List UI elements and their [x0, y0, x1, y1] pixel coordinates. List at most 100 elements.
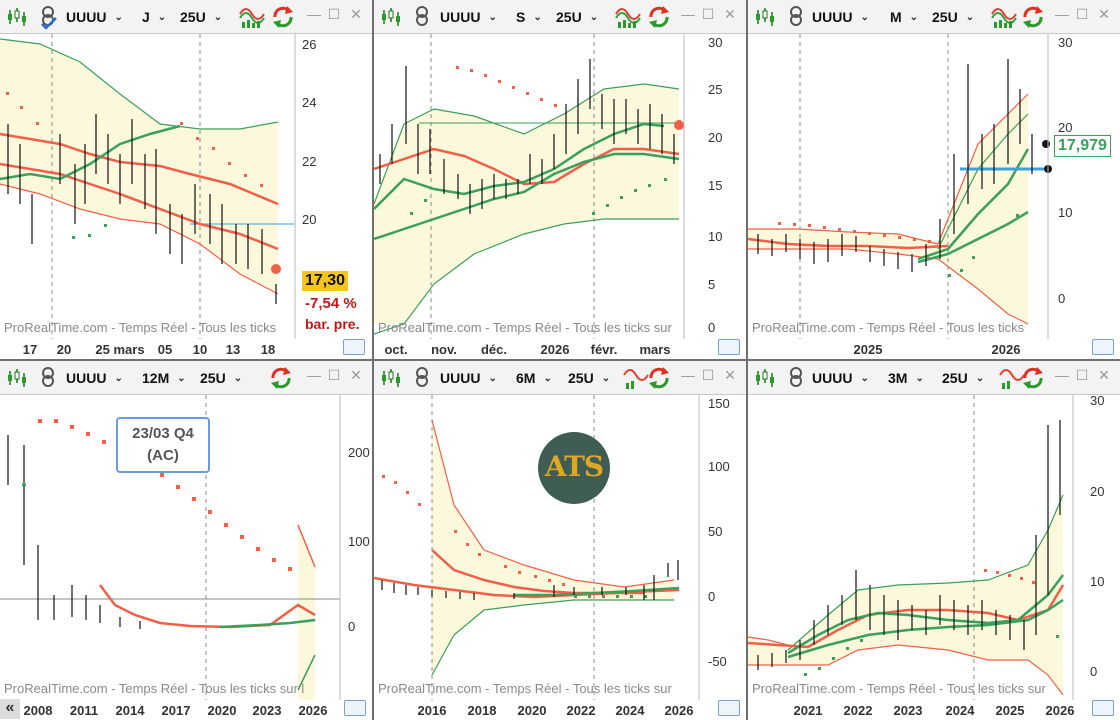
indicators-icon[interactable] [238, 4, 266, 30]
units-dropdown[interactable]: 25U ⌄ [932, 9, 975, 25]
y-axis-label: 10 [1058, 205, 1073, 220]
period-dropdown[interactable]: J ⌄ [142, 9, 167, 25]
price-tag: 17,30 [302, 271, 349, 291]
x-axis-label: mars [639, 342, 671, 357]
chart-panel-monthly: UUUU ⌄ M ⌄ 25U ⌄ — ☐ ✕ [748, 0, 1120, 359]
candlestick-icon[interactable] [4, 4, 32, 30]
y-axis-label: 25 [708, 82, 723, 97]
indicators-icon[interactable] [998, 365, 1026, 391]
y-axis-label: 0 [1090, 664, 1098, 679]
link-chain-icon[interactable] [784, 365, 812, 391]
price-chart[interactable] [0, 34, 372, 339]
y-axis-label: 50 [708, 524, 723, 539]
y-axis-label: 20 [708, 130, 723, 145]
units-dropdown[interactable]: 25U ⌄ [568, 370, 611, 386]
indicators-icon[interactable] [614, 4, 642, 30]
x-axis-label: févr. [590, 342, 618, 357]
earnings-note[interactable]: 23/03 Q4 (AC) [116, 417, 210, 473]
refresh-icon[interactable] [268, 365, 296, 391]
minimize-button[interactable]: — [1055, 367, 1069, 383]
price-chart[interactable] [374, 395, 746, 700]
note-line: 23/03 Q4 [132, 425, 194, 442]
refresh-icon[interactable] [270, 4, 298, 30]
maximize-button[interactable]: ☐ [327, 367, 341, 383]
x-axis-label: 20 [56, 342, 72, 357]
period-dropdown[interactable]: 3M ⌄ [888, 370, 924, 386]
link-chain-icon[interactable] [784, 4, 812, 30]
maximize-button[interactable]: ☐ [1075, 367, 1089, 383]
close-button[interactable]: ✕ [724, 6, 736, 22]
close-button[interactable]: ✕ [350, 6, 362, 22]
close-button[interactable]: ✕ [1098, 367, 1110, 383]
units-dropdown[interactable]: 25U ⌄ [556, 9, 599, 25]
last-sar-dot [674, 120, 684, 130]
close-button[interactable]: ✕ [350, 367, 362, 383]
maximize-button[interactable]: ☐ [327, 6, 341, 22]
candlestick-icon[interactable] [4, 365, 32, 391]
last-sar-dot [271, 264, 281, 274]
period-dropdown[interactable]: M ⌄ [890, 9, 919, 25]
indicators-icon[interactable] [622, 365, 650, 391]
symbol-dropdown[interactable]: UUUU ⌄ [66, 370, 123, 386]
x-axis: 2016 2018 2020 2022 2024 2026 [374, 700, 746, 720]
minimize-button[interactable]: — [681, 367, 695, 383]
close-button[interactable]: ✕ [1098, 6, 1110, 22]
symbol-dropdown[interactable]: UUUU ⌄ [66, 9, 123, 25]
period-dropdown[interactable]: S ⌄ [516, 9, 542, 25]
y-axis-label: 20 [1090, 484, 1105, 499]
ma-green [219, 618, 316, 629]
refresh-icon[interactable] [646, 4, 674, 30]
ma-green [514, 586, 680, 597]
maximize-button[interactable]: ☐ [701, 367, 715, 383]
chevron-down-icon: ⌄ [488, 11, 497, 23]
x-axis-label: 2016 [417, 703, 447, 718]
x-axis-label: 2025 [995, 703, 1025, 718]
ats-logo-text: ATS [544, 450, 604, 483]
sar-dots [382, 475, 565, 586]
scroll-end-button[interactable] [344, 700, 366, 716]
minimize-button[interactable]: — [1055, 6, 1069, 22]
maximize-button[interactable]: ☐ [1075, 6, 1089, 22]
maximize-button[interactable]: ☐ [701, 6, 715, 22]
candlestick-icon[interactable] [378, 4, 406, 30]
scroll-end-button[interactable] [1092, 339, 1114, 355]
price-chart[interactable] [374, 34, 746, 339]
refresh-icon[interactable] [1020, 365, 1048, 391]
period-dropdown[interactable]: 6M ⌄ [516, 370, 552, 386]
minimize-button[interactable]: — [307, 6, 321, 22]
minimize-button[interactable]: — [681, 6, 695, 22]
watermark: ProRealTime.com - Temps Réel - Tous les … [752, 320, 1025, 335]
scroll-left-button[interactable]: « [0, 699, 20, 719]
minimize-button[interactable]: — [307, 367, 321, 383]
symbol-dropdown[interactable]: UUUU ⌄ [812, 9, 869, 25]
candlestick-icon[interactable] [752, 4, 780, 30]
period-dropdown[interactable]: 12M ⌄ [142, 370, 186, 386]
price-chart[interactable] [748, 395, 1120, 700]
scroll-end-button[interactable] [1092, 700, 1114, 716]
refresh-icon[interactable] [646, 365, 674, 391]
chevron-down-icon: ⌄ [860, 372, 869, 384]
units-dropdown[interactable]: 25U ⌄ [200, 370, 243, 386]
close-button[interactable]: ✕ [724, 367, 736, 383]
chevron-down-icon: ⌄ [533, 11, 542, 23]
link-chain-icon[interactable] [36, 365, 64, 391]
scroll-end-button[interactable] [718, 339, 740, 355]
price-chart[interactable] [748, 34, 1120, 339]
symbol-dropdown[interactable]: UUUU ⌄ [440, 370, 497, 386]
scroll-end-button[interactable] [343, 339, 365, 355]
candlestick-icon[interactable] [752, 365, 780, 391]
chart-toolbar: UUUU ⌄ J ⌄ 25U ⌄ — ☐ ✕ [0, 0, 372, 34]
link-chain-icon[interactable] [36, 4, 64, 30]
refresh-icon[interactable] [1020, 4, 1048, 30]
units-dropdown[interactable]: 25U ⌄ [942, 370, 985, 386]
link-chain-icon[interactable] [410, 365, 438, 391]
x-axis-label: 2026 [298, 703, 328, 718]
note-line: (AC) [147, 447, 179, 464]
units-dropdown[interactable]: 25U ⌄ [180, 9, 223, 25]
link-chain-icon[interactable] [410, 4, 438, 30]
symbol-dropdown[interactable]: UUUU ⌄ [812, 370, 869, 386]
indicators-icon[interactable] [990, 4, 1018, 30]
symbol-dropdown[interactable]: UUUU ⌄ [440, 9, 497, 25]
candlestick-icon[interactable] [378, 365, 406, 391]
scroll-end-button[interactable] [718, 700, 740, 716]
